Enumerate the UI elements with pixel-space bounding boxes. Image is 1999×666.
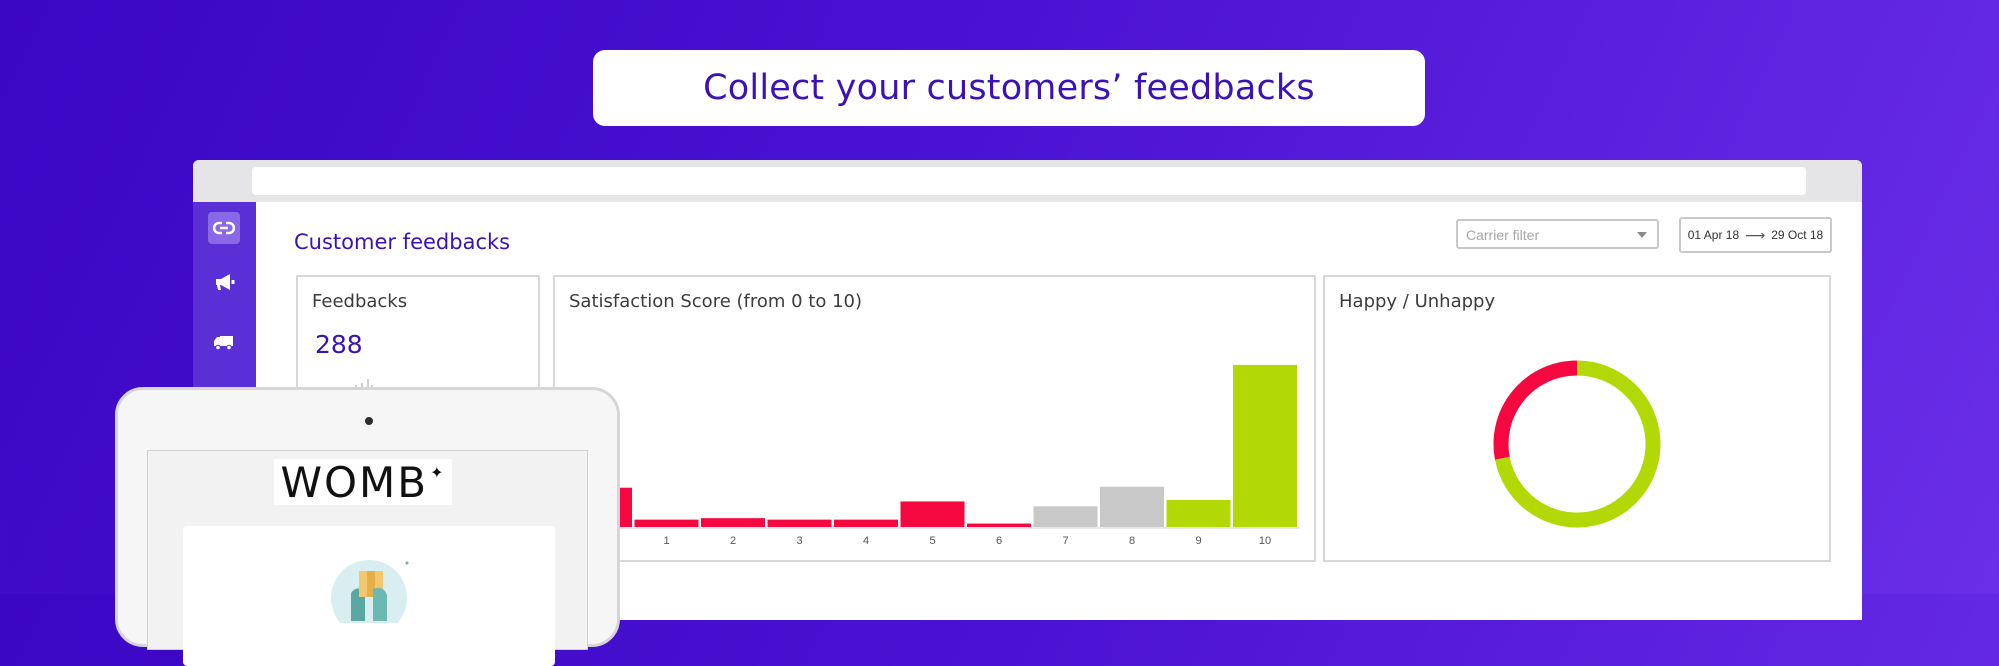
happy-unhappy-donut-chart: [1493, 360, 1661, 528]
bar-score-10[interactable]: [1233, 364, 1297, 527]
tick-label-8: 8: [1129, 535, 1135, 547]
address-bar[interactable]: [252, 167, 1806, 195]
headline-text: Collect your customers’ feedbacks: [703, 68, 1315, 108]
tick-label-10: 10: [1259, 535, 1271, 547]
satisfaction-score-title: Satisfaction Score (from 0 to 10): [569, 291, 863, 312]
feedbacks-title: Feedbacks: [312, 291, 408, 312]
arrow-right-icon: ⟶: [1745, 226, 1766, 243]
womb-logo-text: WOMB: [280, 457, 429, 507]
feedbacks-count: 288: [315, 330, 363, 359]
tick-label-6: 6: [996, 535, 1002, 547]
app-logo-icon[interactable]: [208, 212, 240, 244]
donut-slice-happy[interactable]: [1494, 360, 1661, 528]
date-to: 29 Oct 18: [1771, 228, 1824, 242]
bar-score-6[interactable]: [967, 523, 1031, 527]
megaphone-icon[interactable]: [213, 270, 237, 294]
camera-icon: [365, 417, 373, 425]
bar-score-3[interactable]: [767, 519, 832, 527]
bar-score-5[interactable]: [900, 501, 965, 527]
bar-score-8[interactable]: [1100, 486, 1164, 527]
satisfaction-score-card: Satisfaction Score (from 0 to 10) 1 2 3 4 5 6…: [553, 275, 1316, 562]
tick-label-5: 5: [929, 535, 935, 547]
bar-score-7[interactable]: [1033, 506, 1098, 527]
tablet-device: WOMB ✦: [115, 387, 620, 666]
womb-logo: WOMB ✦: [274, 457, 452, 507]
truck-icon[interactable]: [213, 330, 237, 354]
browser-toolbar: [193, 160, 1862, 202]
tick-label-9: 9: [1195, 535, 1201, 547]
bar-score-1[interactable]: [634, 519, 699, 527]
package-icon: [331, 560, 409, 623]
sparkle-icon: ✦: [430, 462, 446, 482]
happy-unhappy-title: Happy / Unhappy: [1339, 291, 1496, 312]
headline-banner: Collect your customers’ feedbacks: [593, 50, 1425, 126]
satisfaction-bar-chart: 1 2 3 4 5 6 7 8 9 10: [568, 364, 1300, 547]
carrier-filter-placeholder: Carrier filter: [1466, 227, 1540, 243]
carrier-filter-select[interactable]: Carrier filter: [1456, 219, 1659, 249]
chevron-down-icon: [1637, 232, 1647, 238]
tablet-feedback-card: [183, 526, 555, 666]
bar-score-4[interactable]: [834, 519, 898, 527]
tick-label-1: 1: [663, 535, 669, 547]
tick-label-2: 2: [730, 535, 736, 547]
bar-score-9[interactable]: [1166, 499, 1231, 527]
tick-label-3: 3: [796, 535, 802, 547]
date-range-picker[interactable]: 01 Apr 18 ⟶ 29 Oct 18: [1679, 217, 1832, 253]
bar-score-2[interactable]: [701, 518, 765, 527]
happy-unhappy-card: Happy / Unhappy: [1323, 275, 1831, 562]
page-title: Customer feedbacks: [294, 230, 511, 254]
date-from: 01 Apr 18: [1687, 228, 1740, 242]
tick-label-4: 4: [863, 535, 869, 547]
tablet-screen: WOMB ✦: [147, 450, 588, 666]
tick-label-7: 7: [1062, 535, 1068, 547]
donut-slice-unhappy[interactable]: [1493, 360, 1578, 460]
